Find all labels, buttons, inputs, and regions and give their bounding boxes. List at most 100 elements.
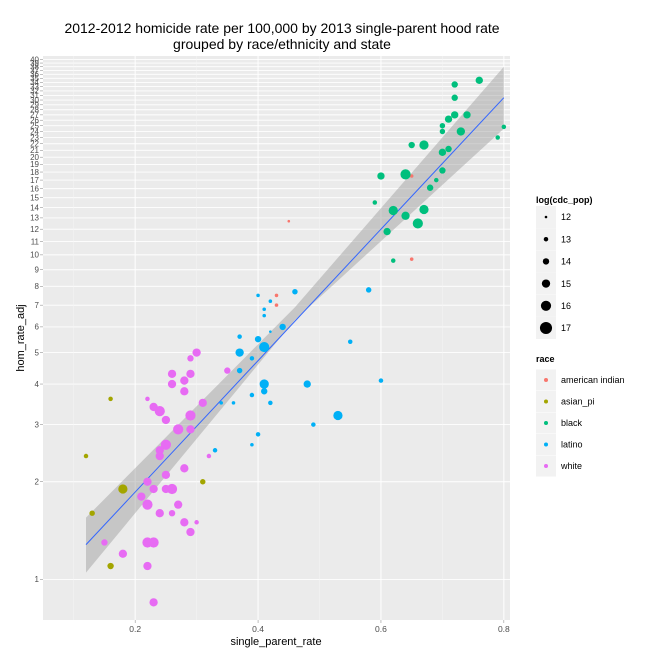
point-latino	[219, 401, 223, 405]
legend-symbol-latino	[544, 442, 548, 447]
confidence-band	[86, 66, 504, 573]
point-black	[439, 128, 446, 135]
point-black	[426, 184, 434, 191]
y-axis-ticks: 1234567891011121314151617181920212223242…	[30, 55, 43, 584]
point-black	[439, 167, 446, 174]
point-white	[137, 492, 146, 501]
legend-symbol-asian-pi	[544, 399, 548, 404]
point-black	[391, 258, 396, 263]
point-white	[160, 439, 171, 450]
point-black	[451, 94, 458, 101]
point-white	[185, 410, 196, 421]
y-tick-label: 22	[30, 140, 39, 149]
point-latino	[261, 388, 268, 395]
point-latino	[378, 378, 384, 383]
y-tick-label: 7	[35, 301, 40, 310]
y-tick-label: 5	[35, 348, 40, 357]
point-black	[400, 169, 411, 180]
y-tick-label: 6	[35, 323, 40, 332]
point-asian-pi	[107, 562, 114, 570]
point-latino	[255, 432, 261, 437]
point-black	[439, 123, 446, 129]
point-american-indian	[409, 257, 414, 261]
point-black	[401, 211, 410, 220]
y-tick-label: 33	[30, 82, 39, 91]
point-black	[377, 172, 385, 180]
point-white	[166, 483, 178, 495]
chart-title: 2012-2012 homicide rate per 100,000 by 2…	[64, 20, 499, 36]
legend-symbol-white	[544, 464, 548, 468]
point-latino	[333, 410, 343, 421]
point-white	[148, 537, 159, 548]
y-tick-label: 31	[30, 91, 39, 100]
point-latino	[249, 356, 255, 361]
chart-subtitle: grouped by race/ethnicity and state	[173, 36, 391, 52]
point-black	[383, 227, 391, 236]
y-tick-label: 25	[30, 122, 39, 131]
point-white	[145, 396, 150, 402]
y-tick-label: 15	[30, 194, 39, 203]
point-latino	[269, 330, 272, 333]
point-american-indian	[274, 303, 279, 307]
size-legend: 12 13 14 15 16 17	[536, 206, 571, 339]
x-tick-label: 0.4	[252, 624, 264, 634]
point-white	[192, 348, 201, 357]
point-asian-pi	[108, 396, 113, 402]
x-tick-label: 0.2	[129, 624, 141, 634]
point-latino	[249, 392, 255, 398]
x-axis-title: single_parent_rate	[230, 636, 321, 648]
y-tick-label: 8	[35, 282, 40, 291]
size-legend-symbol	[543, 236, 549, 242]
regression-line	[85, 97, 505, 545]
point-white	[149, 598, 158, 607]
y-tick-label: 29	[30, 101, 39, 110]
y-tick-label: 16	[30, 184, 39, 193]
legend-symbol-american-indian	[544, 378, 548, 382]
x-tick-label: 0.6	[375, 624, 387, 634]
point-white	[167, 379, 177, 389]
point-black	[412, 218, 423, 229]
grid-lines	[43, 56, 510, 620]
y-tick-label: 28	[30, 106, 39, 115]
y-tick-label: 11	[31, 237, 40, 246]
point-black	[419, 204, 429, 215]
size-legend-label: 14	[561, 257, 571, 267]
point-white	[186, 425, 195, 434]
point-white	[101, 539, 108, 546]
point-asian-pi	[89, 510, 95, 516]
size-legend-label: 15	[561, 279, 571, 289]
point-latino	[235, 348, 244, 357]
point-white	[180, 464, 189, 473]
x-tick-label: 0.8	[498, 624, 510, 634]
y-axis-title: hom_rate_adj	[15, 304, 27, 371]
point-white	[161, 484, 171, 494]
point-latino	[365, 287, 372, 293]
point-asian-pi	[118, 484, 128, 494]
data-points	[83, 76, 507, 607]
y-tick-label: 23	[30, 133, 39, 142]
y-tick-label: 27	[30, 111, 39, 120]
point-latino	[268, 400, 273, 406]
y-tick-label: 36	[30, 70, 39, 79]
y-tick-label: 40	[30, 55, 39, 64]
y-tick-label: 35	[30, 74, 39, 83]
point-black	[434, 177, 439, 183]
legend-symbol-black	[544, 421, 548, 425]
y-tick-label: 38	[30, 63, 39, 72]
point-latino	[262, 313, 266, 318]
legend-label-asian-pi: asian_pi	[561, 397, 595, 407]
point-white	[168, 509, 176, 517]
y-tick-label: 19	[30, 160, 39, 169]
point-latino	[237, 334, 242, 339]
point-white	[180, 387, 189, 396]
point-american-indian	[409, 174, 414, 178]
size-legend-symbol	[541, 279, 551, 288]
size-legend-symbol	[542, 258, 550, 265]
regression-line-path	[85, 97, 505, 545]
point-white	[167, 369, 177, 378]
point-white	[161, 470, 171, 480]
point-latino	[347, 339, 353, 344]
point-latino	[231, 401, 236, 405]
y-tick-label: 20	[30, 153, 39, 162]
